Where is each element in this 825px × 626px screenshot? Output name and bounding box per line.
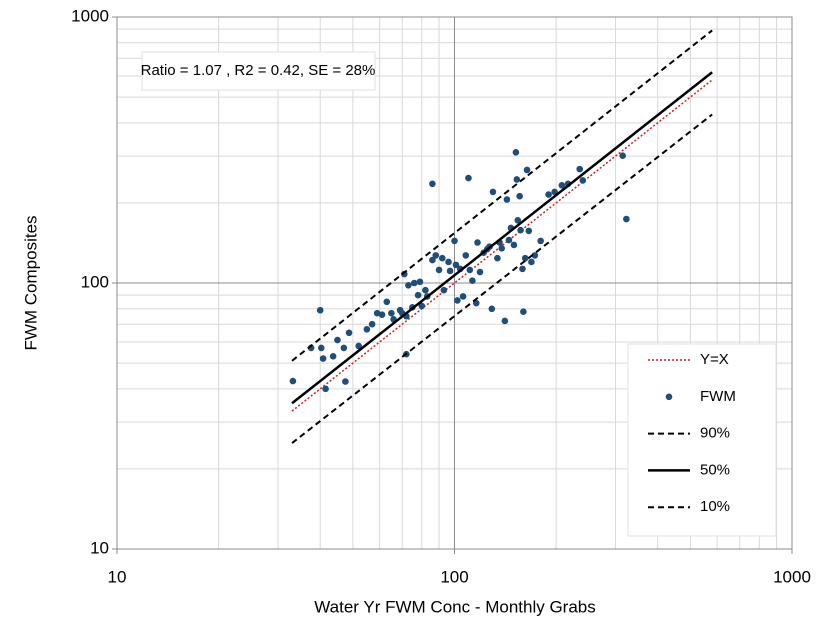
point [474,239,481,246]
legend-box [627,343,777,537]
point [525,227,533,235]
x-axis-label: Water Yr FWM Conc - Monthly Grabs [314,597,596,616]
line [291,79,713,412]
point [514,217,522,224]
legend-label: FWM [700,388,736,405]
point [488,305,496,313]
point [519,265,526,273]
point [416,278,424,286]
point [517,226,524,234]
point [322,385,329,393]
line [291,29,713,362]
point [355,342,362,350]
point [368,320,376,328]
point [465,174,472,182]
y-tick-label: 100 [81,272,109,291]
point [498,245,506,252]
point [405,282,412,289]
point [521,254,529,262]
legend-label: 10% [700,498,730,515]
legend-label: Y=X [700,351,729,368]
point [363,325,371,333]
point [342,378,349,385]
line [291,71,713,405]
point [523,166,531,174]
point [329,353,337,360]
point [438,254,446,262]
point [469,277,476,285]
point [459,293,467,300]
x-tick-label: 10 [108,567,127,586]
point [418,302,426,310]
annotation: Ratio = 1.07 , R2 = 0.42, SE = 28% [141,62,376,79]
point [319,355,327,362]
point [340,344,348,352]
plot-frame [116,16,793,550]
point [462,252,470,259]
point [289,377,297,385]
point [345,329,353,337]
point [414,291,422,299]
point [334,336,341,344]
point [429,256,436,264]
point [432,252,440,259]
point [545,191,552,198]
x-tick-label: 100 [440,567,468,586]
point [520,308,527,316]
point [510,241,518,249]
point [619,152,626,160]
point [378,311,386,319]
legend-label: 90% [700,425,730,442]
line [291,113,713,444]
y-tick-label: 1000 [71,6,109,25]
plot [289,29,713,444]
point [494,254,501,262]
point [579,177,587,184]
annotation-box [141,51,376,91]
point [489,188,497,196]
point [512,148,520,156]
point [558,181,566,189]
point [452,261,460,269]
point [505,236,513,244]
point [576,165,584,173]
point [451,237,458,245]
point [435,266,443,274]
point [446,267,454,275]
point [623,215,630,223]
point [383,298,391,306]
y-axis-label: FWM Composites [21,215,40,350]
point [476,268,484,276]
point [317,344,325,352]
point [445,258,452,266]
point [513,176,521,183]
point [454,297,461,304]
point [537,237,544,245]
point [316,306,324,314]
point [388,309,395,317]
point [501,317,509,325]
legend: Y=X FWM 90% 50% 10% [627,343,777,537]
point [440,286,448,294]
point [422,286,429,294]
point [516,192,523,200]
point [466,266,474,274]
point [410,279,418,287]
legend-label: 50% [700,461,730,478]
point [528,258,535,266]
point [503,196,511,203]
point [429,180,436,188]
legend-swatch [665,393,673,401]
x-tick-label: 1000 [773,567,811,586]
point [531,252,539,259]
y-tick-label: 10 [90,538,109,557]
